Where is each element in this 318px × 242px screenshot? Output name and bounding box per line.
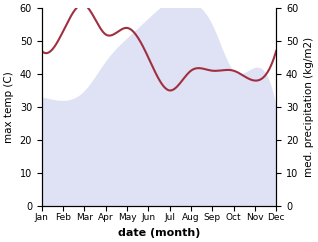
Y-axis label: max temp (C): max temp (C): [4, 71, 14, 143]
Y-axis label: med. precipitation (kg/m2): med. precipitation (kg/m2): [304, 37, 314, 177]
X-axis label: date (month): date (month): [118, 228, 200, 238]
